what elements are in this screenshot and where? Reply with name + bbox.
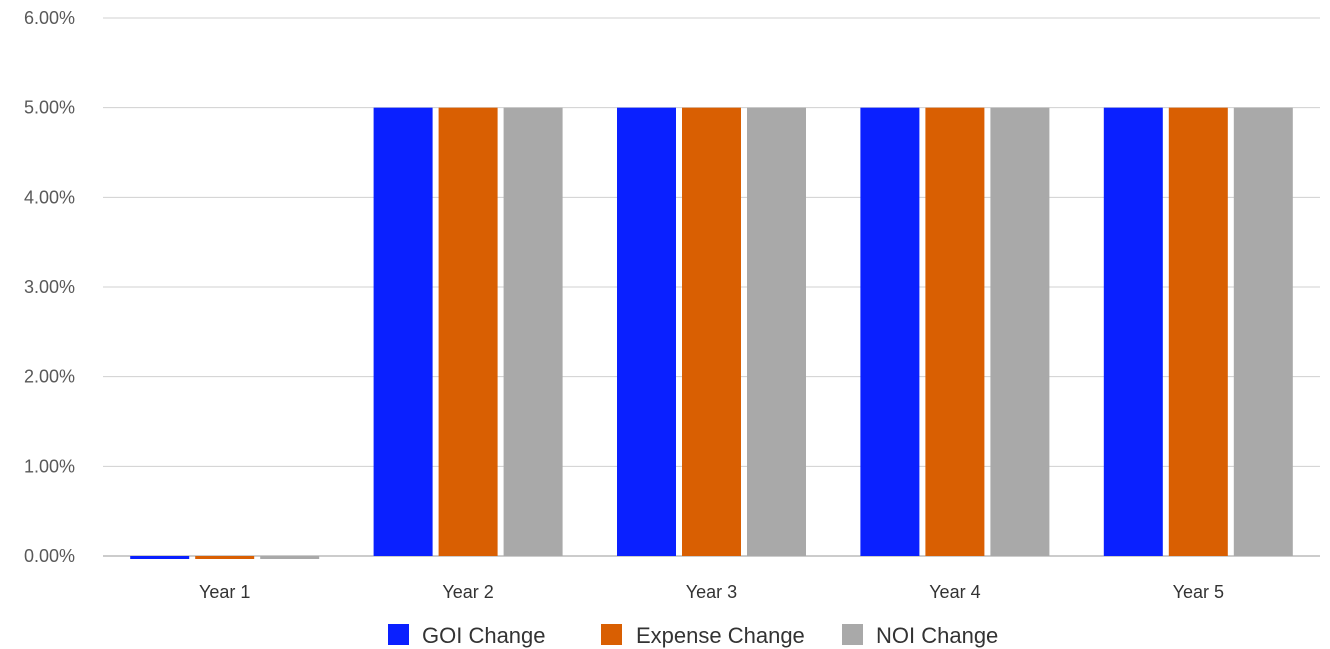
x-category-label: Year 5 bbox=[1173, 582, 1224, 602]
y-tick-label: 0.00% bbox=[24, 546, 75, 566]
y-tick-label: 3.00% bbox=[24, 277, 75, 297]
legend: GOI Change Expense Change NOI Change bbox=[388, 623, 998, 648]
legend-swatch bbox=[388, 624, 409, 645]
bar-noi-change-year-2 bbox=[504, 108, 563, 556]
y-axis-ticks: 0.00% 1.00% 2.00% 3.00% 4.00% 5.00% 6.00% bbox=[24, 8, 75, 566]
legend-label: Expense Change bbox=[636, 623, 805, 648]
bar-goi-change-year-3 bbox=[617, 108, 676, 556]
bar-noi-change-year-1 bbox=[260, 556, 319, 559]
legend-label: GOI Change bbox=[422, 623, 546, 648]
x-category-label: Year 2 bbox=[442, 582, 493, 602]
bar-noi-change-year-5 bbox=[1234, 108, 1293, 556]
bar-expense-change-year-5 bbox=[1169, 108, 1228, 556]
y-tick-label: 1.00% bbox=[24, 456, 75, 476]
bar-goi-change-year-1 bbox=[130, 556, 189, 559]
bar-expense-change-year-1 bbox=[195, 556, 254, 559]
bar-goi-change-year-2 bbox=[374, 108, 433, 556]
x-axis-labels: Year 1 Year 2 Year 3 Year 4 Year 5 bbox=[199, 582, 1224, 602]
bar-noi-change-year-3 bbox=[747, 108, 806, 556]
legend-swatch bbox=[601, 624, 622, 645]
legend-label: NOI Change bbox=[876, 623, 998, 648]
bar-goi-change-year-5 bbox=[1104, 108, 1163, 556]
y-tick-label: 6.00% bbox=[24, 8, 75, 28]
bar-noi-change-year-4 bbox=[990, 108, 1049, 556]
bar-expense-change-year-4 bbox=[925, 108, 984, 556]
bar-expense-change-year-2 bbox=[439, 108, 498, 556]
y-tick-label: 2.00% bbox=[24, 367, 75, 387]
x-category-label: Year 3 bbox=[686, 582, 737, 602]
y-tick-label: 4.00% bbox=[24, 187, 75, 207]
y-tick-label: 5.00% bbox=[24, 98, 75, 118]
bar-goi-change-year-4 bbox=[860, 108, 919, 556]
x-category-label: Year 4 bbox=[929, 582, 980, 602]
legend-swatch bbox=[842, 624, 863, 645]
bars bbox=[130, 108, 1293, 559]
bar-expense-change-year-3 bbox=[682, 108, 741, 556]
x-category-label: Year 1 bbox=[199, 582, 250, 602]
